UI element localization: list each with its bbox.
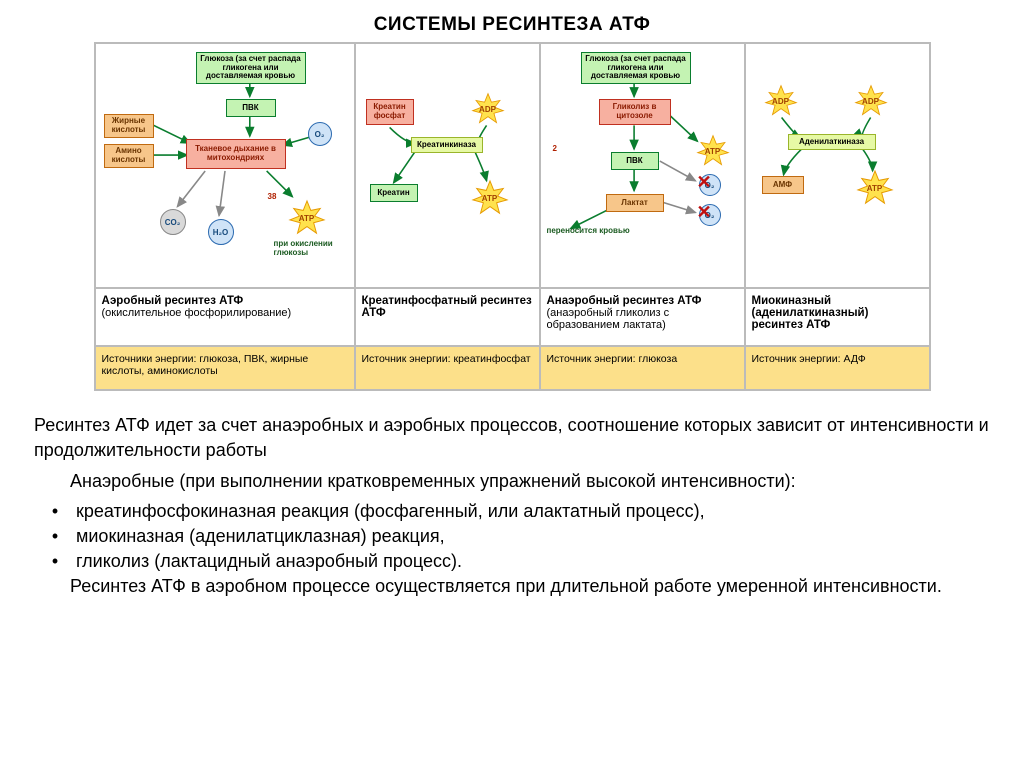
node-text: 38	[268, 192, 277, 201]
paragraph-3: Ресинтез АТФ в аэробном процессе осущест…	[34, 574, 990, 599]
source-creatine: Источник энергии: креатинфосфат	[355, 346, 540, 390]
label-anaerobic-title: Анаэробный ресинтез АТФ	[547, 295, 702, 307]
node-star: ATP	[856, 169, 894, 207]
page-title: СИСТЕМЫ РЕСИНТЕЗА АТФ	[0, 0, 1024, 42]
node-box: Креатин	[370, 184, 418, 202]
paragraph-1: Ресинтез АТФ идет за счет анаэробных и а…	[34, 413, 990, 463]
paragraph-2: Анаэробные (при выполнении кратковременн…	[34, 469, 990, 494]
list-item-1: креатинфосфокиназная реакция (фосфагенны…	[34, 499, 990, 524]
node-box: Жирные кислоты	[104, 114, 154, 138]
node-box: ПВК	[611, 152, 659, 170]
label-anaerobic: Анаэробный ресинтез АТФ (анаэробный глик…	[540, 288, 745, 346]
node-box: Амино кислоты	[104, 144, 154, 168]
panel-aerobic: Глюкоза (за счет распада гликогена или д…	[95, 43, 355, 288]
label-aerobic-sub: (окислительное фосфорилирование)	[102, 307, 292, 319]
panel-creatine: Креатин фосфат ADP Креатинкиназа Креатин ATP	[355, 43, 540, 288]
node-box: Креатинкиназа	[411, 137, 483, 153]
label-myokinase-title: Миокиназный (аденилаткиназный) ресинтез …	[752, 295, 869, 331]
list-item-3: гликолиз (лактацидный анаэробный процесс…	[34, 549, 990, 574]
node-star: ADP	[471, 92, 505, 126]
node-text: при окислении глюкозы	[274, 239, 354, 257]
node-box: Глюкоза (за счет распада гликогена или д…	[581, 52, 691, 84]
panel-anaerobic: Глюкоза (за счет распада гликогена или д…	[540, 43, 745, 288]
node-star: ADP	[854, 84, 888, 118]
source-aerobic: Источники энергии: глюкоза, ПВК, жирные …	[95, 346, 355, 390]
node-box: Креатин фосфат	[366, 99, 414, 125]
node-box: Аденилаткиназа	[788, 134, 876, 150]
node-box: Тканевое дыхание в митохондриях	[186, 139, 286, 169]
node-star: ATP	[471, 179, 509, 217]
source-anaerobic: Источник энергии: глюкоза	[540, 346, 745, 390]
cross-icon: ✕	[697, 172, 712, 193]
node-star: ATP	[288, 199, 326, 237]
list-item-2: миокиназная (аденилатциклазная) реакция,	[34, 524, 990, 549]
node-star: ADP	[764, 84, 798, 118]
atp-systems-diagram: Глюкоза (за счет распада гликогена или д…	[94, 42, 931, 391]
label-anaerobic-sub: (анаэробный гликолиз с образованием лакт…	[547, 307, 670, 331]
body-text: Ресинтез АТФ идет за счет анаэробных и а…	[0, 391, 1024, 599]
node-text: 2	[553, 144, 557, 153]
anaerobic-list: креатинфосфокиназная реакция (фосфагенны…	[34, 499, 990, 573]
node-circle: H₂O	[208, 219, 234, 245]
label-aerobic: Аэробный ресинтез АТФ (окислительное фос…	[95, 288, 355, 346]
node-text: переносится кровью	[547, 226, 630, 235]
node-box: Лактат	[606, 194, 664, 212]
panel-myokinase: ADP ADP Аденилаткиназа АМФ ATP	[745, 43, 930, 288]
node-circle: CO₂	[160, 209, 186, 235]
node-circle: O₂	[308, 122, 332, 146]
cross-icon: ✕	[697, 202, 712, 223]
node-star: ATP	[696, 134, 730, 168]
label-creatine: Креатинфосфатный ресинтез АТФ	[355, 288, 540, 346]
diagram-container: Глюкоза (за счет распада гликогена или д…	[0, 42, 1024, 391]
label-creatine-title: Креатинфосфатный ресинтез АТФ	[362, 295, 532, 319]
node-box: ПВК	[226, 99, 276, 117]
label-aerobic-title: Аэробный ресинтез АТФ	[102, 295, 244, 307]
label-myokinase: Миокиназный (аденилаткиназный) ресинтез …	[745, 288, 930, 346]
node-box: АМФ	[762, 176, 804, 194]
source-myokinase: Источник энергии: АДФ	[745, 346, 930, 390]
node-box: Гликолиз в цитозоле	[599, 99, 671, 125]
node-box: Глюкоза (за счет распада гликогена или д…	[196, 52, 306, 84]
